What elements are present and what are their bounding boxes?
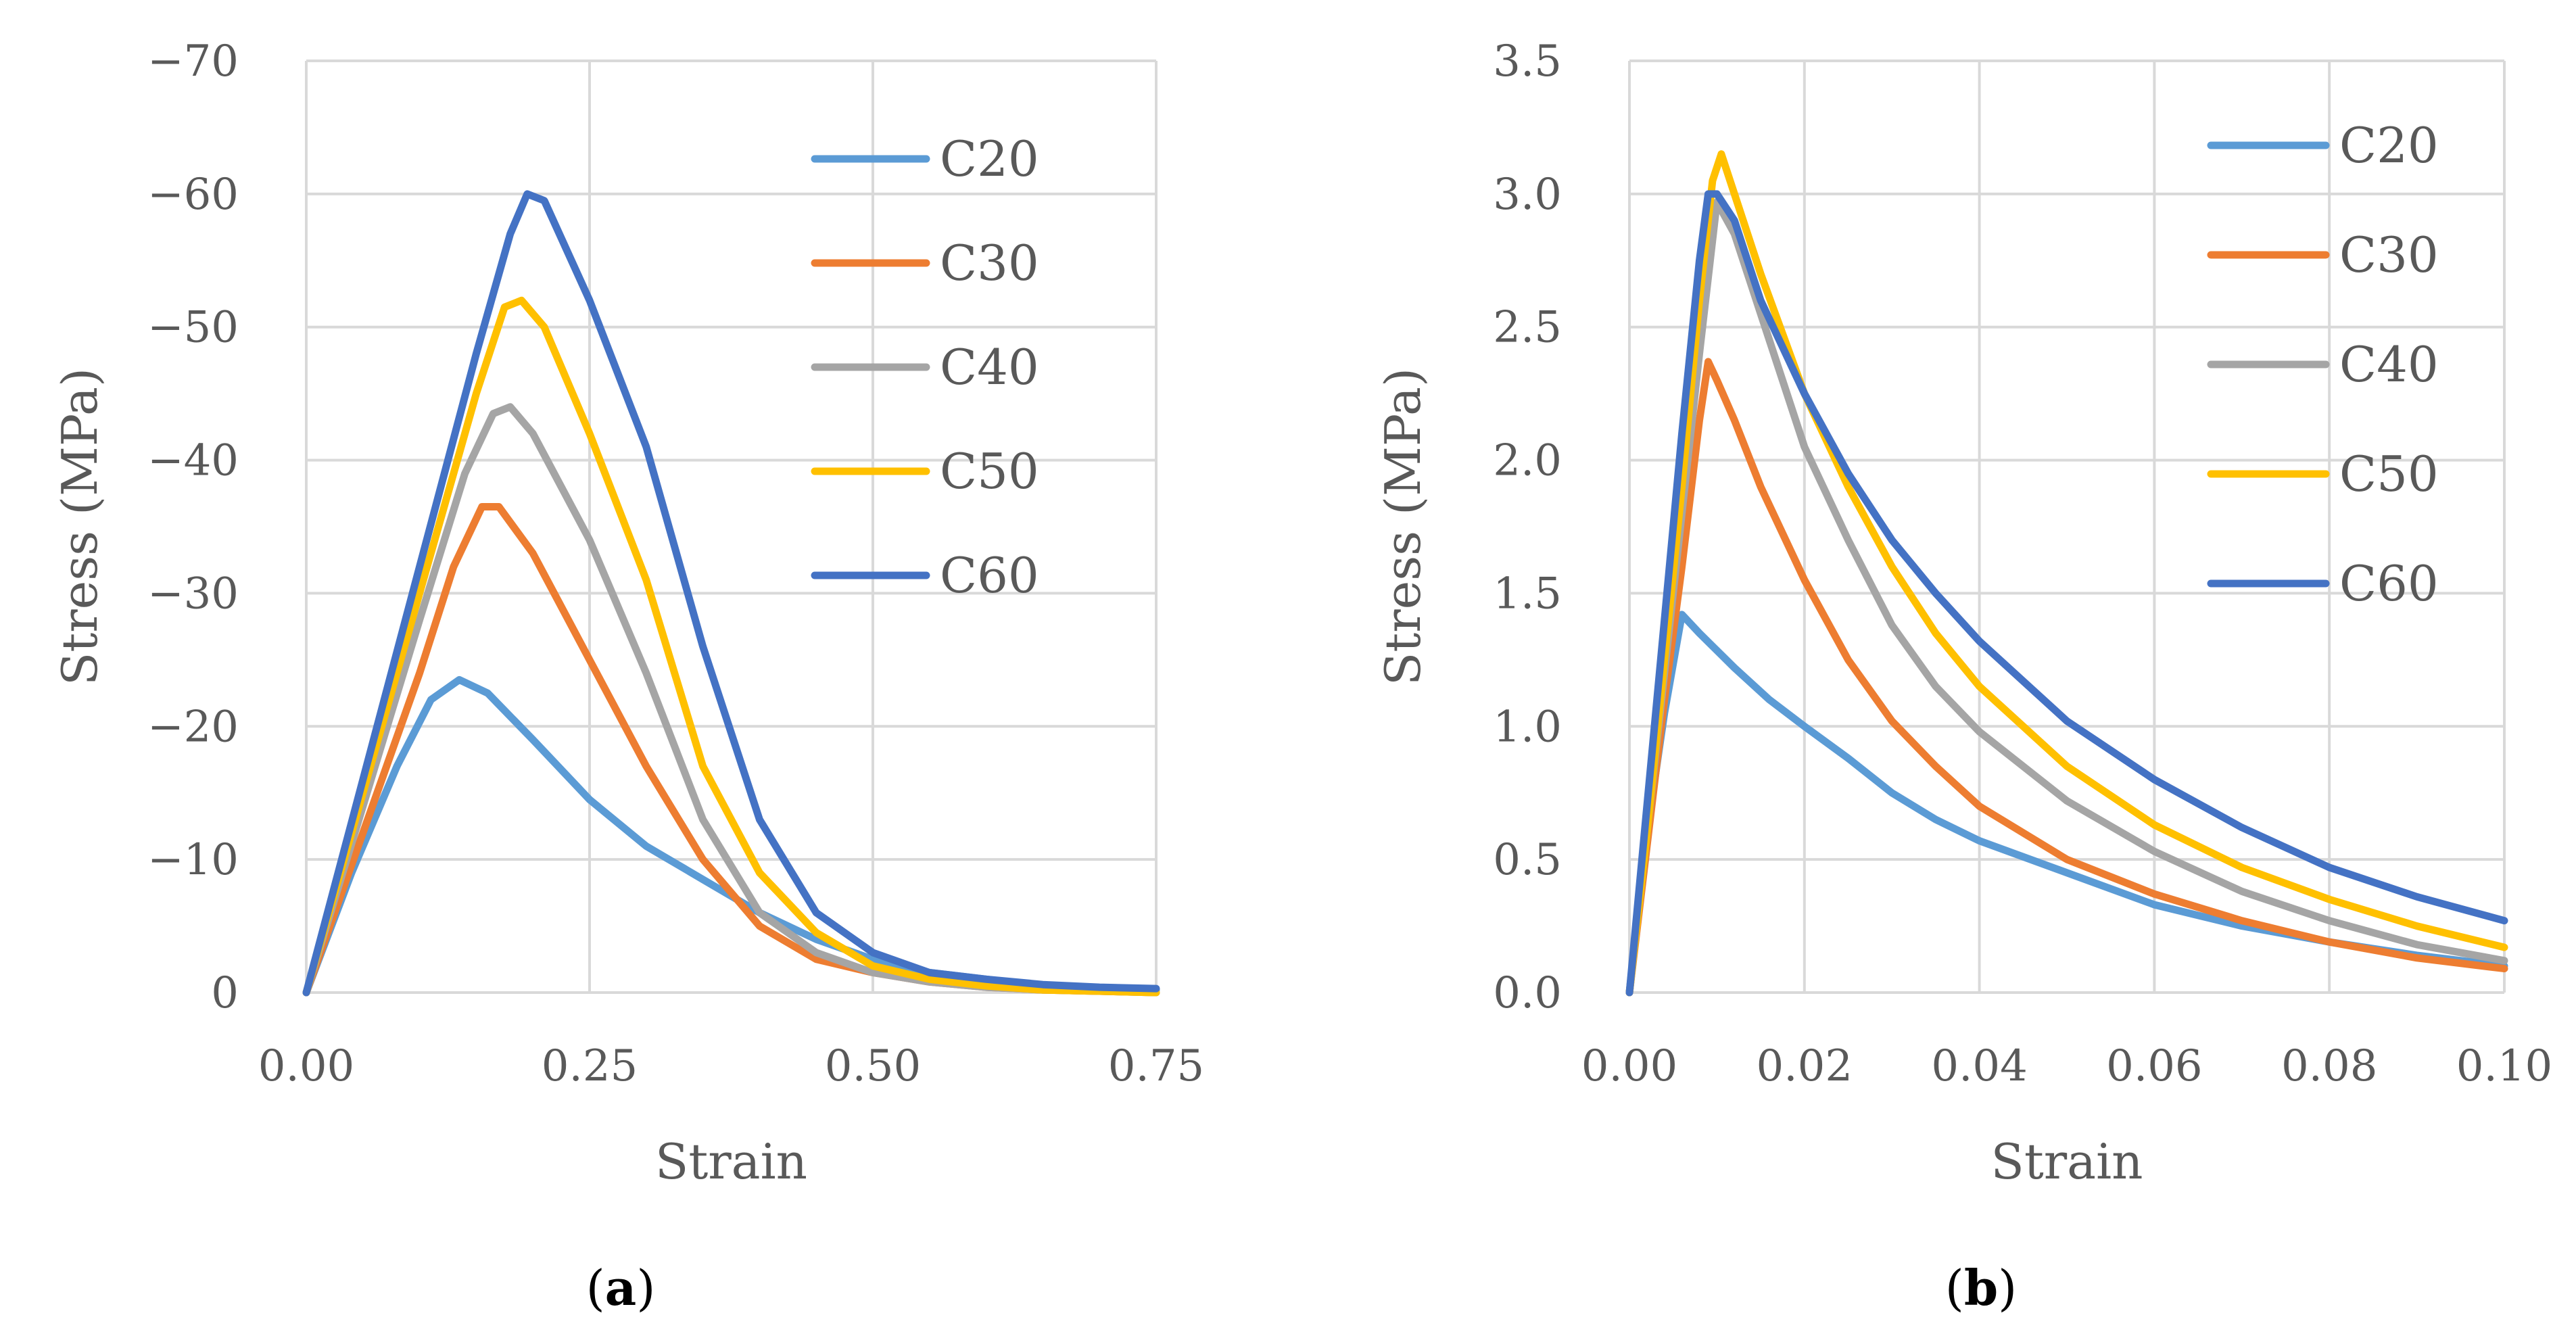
y-tick-label: 1.0 — [1493, 702, 1562, 752]
y-tick-label: −30 — [147, 569, 239, 619]
legend-label-c40: C40 — [940, 339, 1039, 396]
y-tick-label: 3.5 — [1493, 37, 1562, 87]
legend-label-c20: C20 — [2339, 117, 2439, 174]
legend-label-c30: C30 — [2339, 227, 2439, 283]
series-line-c60 — [1625, 190, 2508, 997]
y-tick-label: −10 — [147, 835, 239, 885]
y-tick-label: 0.5 — [1493, 835, 1562, 885]
caption-close-paren: ) — [636, 1260, 655, 1316]
x-tick-label: 0.25 — [542, 1041, 638, 1091]
x-tick-label: 0.00 — [258, 1041, 355, 1091]
legend-label-c40: C40 — [2339, 336, 2439, 393]
x-tick-label: 0.00 — [1581, 1041, 1678, 1091]
legend-label-c50: C50 — [940, 443, 1039, 500]
y-tick-label: 3.0 — [1493, 170, 1562, 220]
x-tick-label: 0.10 — [2456, 1041, 2553, 1091]
series-line-c60 — [302, 190, 1160, 997]
panel-caption: (a) — [586, 1259, 656, 1316]
x-tick-label: 0.06 — [2106, 1041, 2203, 1091]
legend: C20 C30 C40 C50 C60 — [2207, 117, 2439, 612]
caption-close-paren: ) — [1998, 1260, 2017, 1316]
y-tick-label: −50 — [147, 303, 239, 353]
caption-letter: a — [605, 1259, 637, 1316]
panel-caption: (b) — [1945, 1259, 2018, 1316]
y-tick-label: 0.0 — [1493, 968, 1562, 1018]
legend-label-c30: C30 — [940, 235, 1039, 291]
y-tick-label: −40 — [147, 436, 239, 486]
series-line-c30 — [1625, 358, 2508, 997]
caption-open-paren: ( — [586, 1260, 605, 1316]
y-tick-label: 2.5 — [1493, 303, 1562, 353]
series-line-c20 — [1625, 611, 2508, 997]
legend-label-c20: C20 — [940, 130, 1039, 187]
chart-a: 0 −10 −20 −30 −40 −50 −60 −70 0.00 0.25 0.50 0.75 St… — [51, 37, 1204, 1316]
x-tick-label: 0.04 — [1931, 1041, 2028, 1091]
x-tick-label: 0.50 — [825, 1041, 922, 1091]
x-tick-label: 0.08 — [2281, 1041, 2378, 1091]
caption-open-paren: ( — [1945, 1260, 1964, 1316]
y-axis-label: Stress (MPa) — [51, 368, 108, 686]
x-tick-label: 0.02 — [1757, 1041, 1853, 1091]
legend: C20 C30 C40 C50 C60 — [811, 130, 1039, 604]
series-line-c50 — [302, 296, 1160, 997]
y-tick-label: 2.0 — [1493, 436, 1562, 486]
y-axis-label: Stress (MPa) — [1375, 368, 1431, 686]
y-tick-label: 1.5 — [1493, 569, 1562, 619]
legend-label-c60: C60 — [940, 547, 1039, 604]
x-axis-label: Strain — [1991, 1133, 2143, 1190]
legend-label-c50: C50 — [2339, 446, 2439, 502]
y-tick-label: −20 — [147, 702, 239, 752]
x-axis-label: Strain — [655, 1133, 807, 1190]
y-tick-label: −70 — [147, 37, 239, 87]
chart-b: 0.0 0.5 1.0 1.5 2.0 2.5 3.0 3.5 0.00 0.02 0.04 0.06… — [1375, 37, 2552, 1316]
x-tick-label: 0.75 — [1108, 1041, 1205, 1091]
legend-label-c60: C60 — [2339, 555, 2439, 612]
y-tick-label: 0 — [211, 968, 239, 1018]
y-tick-label: −60 — [147, 170, 239, 220]
caption-letter: b — [1964, 1259, 1998, 1316]
